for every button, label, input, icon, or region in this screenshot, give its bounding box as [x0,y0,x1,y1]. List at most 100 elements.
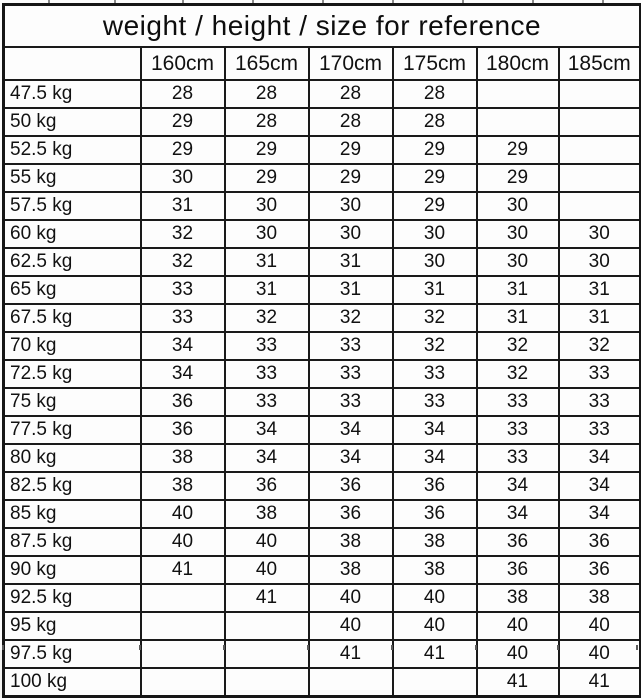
size-cell: 40 [139,527,226,557]
table-row: 50 kg 29 28 28 28 [2,107,641,137]
table-row: 57.5 kg 31 30 30 29 30 [2,191,641,221]
size-cell: 30 [475,247,560,277]
size-cell: 29 [223,135,310,165]
size-cell: 28 [223,79,310,109]
size-cell [557,107,641,137]
size-cell: 32 [475,331,560,361]
table-row: 60 kg 32 30 30 30 30 30 [2,219,641,249]
row-header: 77.5 kg [2,415,142,445]
column-header: 170cm [307,46,394,81]
size-cell: 28 [307,79,394,109]
size-cell: 29 [307,135,394,165]
row-header: 52.5 kg [2,135,142,165]
table-row: 95 kg 40 40 40 40 [2,611,641,641]
column-header: 175cm [391,46,478,81]
size-cell: 40 [391,611,478,641]
column-header: 180cm [475,46,560,81]
grid-stub [391,645,393,650]
size-cell: 31 [223,275,310,305]
table-row: 85 kg 40 38 36 36 34 34 [2,499,641,529]
size-cell: 31 [391,275,478,305]
size-cell: 33 [557,359,641,389]
size-cell: 30 [391,247,478,277]
size-cell: 40 [391,583,478,613]
table-row: 62.5 kg 32 31 31 30 30 30 [2,247,641,277]
size-cell: 41 [475,667,560,698]
size-cell: 40 [307,611,394,641]
size-cell: 32 [391,303,478,333]
grid-stub [557,645,559,650]
size-cell: 29 [307,163,394,193]
grid-stub [475,645,477,650]
size-cell: 28 [223,107,310,137]
size-cell: 36 [223,471,310,501]
row-header: 62.5 kg [2,247,142,277]
grid-stub [392,0,394,3]
size-cell: 38 [139,443,226,473]
size-cell: 30 [475,191,560,221]
size-cell: 32 [475,359,560,389]
grid-stub [322,0,324,3]
grid-stub [462,0,464,3]
size-cell: 34 [223,415,310,445]
size-cell: 40 [475,611,560,641]
size-cell: 33 [307,359,394,389]
size-cell: 33 [139,275,226,305]
size-cell: 29 [223,163,310,193]
title-row: weight / height / size for reference [2,3,641,48]
size-cell: 33 [223,331,310,361]
size-cell: 40 [307,583,394,613]
size-cell: 32 [391,331,478,361]
table-row: 80 kg 38 34 34 34 33 34 [2,443,641,473]
grid-stub [48,0,50,3]
size-cell: 29 [475,135,560,165]
size-cell: 34 [557,443,641,473]
table-row: 65 kg 33 31 31 31 31 31 [2,275,641,305]
size-cell: 29 [139,107,226,137]
size-cell: 41 [139,555,226,585]
size-cell: 28 [139,79,226,109]
size-cell: 30 [475,219,560,249]
size-cell: 34 [475,471,560,501]
table-row: 55 kg 30 29 29 29 29 [2,163,641,193]
grid-stub [223,645,225,650]
size-cell: 31 [307,275,394,305]
size-cell: 33 [557,387,641,417]
bottom-grid-stubs [0,645,641,650]
size-cell: 34 [307,443,394,473]
table-row: 82.5 kg 38 36 36 36 34 34 [2,471,641,501]
row-header: 80 kg [2,443,142,473]
size-cell: 31 [475,275,560,305]
grid-stub [602,0,604,3]
size-cell: 36 [475,527,560,557]
size-cell: 36 [475,555,560,585]
size-cell: 33 [223,387,310,417]
size-cell: 33 [307,331,394,361]
size-cell: 31 [475,303,560,333]
row-header: 55 kg [2,163,142,193]
size-cell: 34 [557,471,641,501]
size-cell: 41 [223,583,310,613]
table-row: 87.5 kg 40 40 38 38 36 36 [2,527,641,557]
table-row: 67.5 kg 33 32 32 32 31 31 [2,303,641,333]
corner-cell [2,46,142,81]
size-cell: 38 [557,583,641,613]
row-header: 50 kg [2,107,142,137]
grid-stub [139,645,141,650]
size-cell: 34 [391,443,478,473]
table-row: 52.5 kg 29 29 29 29 29 [2,135,641,165]
size-cell: 40 [139,499,226,529]
size-cell: 34 [139,331,226,361]
grid-stub [636,645,638,650]
size-cell: 36 [557,555,641,585]
size-cell: 29 [391,163,478,193]
size-cell: 31 [557,275,641,305]
size-cell: 33 [475,415,560,445]
row-header: 60 kg [2,219,142,249]
size-cell: 31 [557,303,641,333]
size-cell [557,163,641,193]
size-cell [223,667,310,698]
table-row: 47.5 kg 28 28 28 28 [2,79,641,109]
size-cell: 40 [223,555,310,585]
